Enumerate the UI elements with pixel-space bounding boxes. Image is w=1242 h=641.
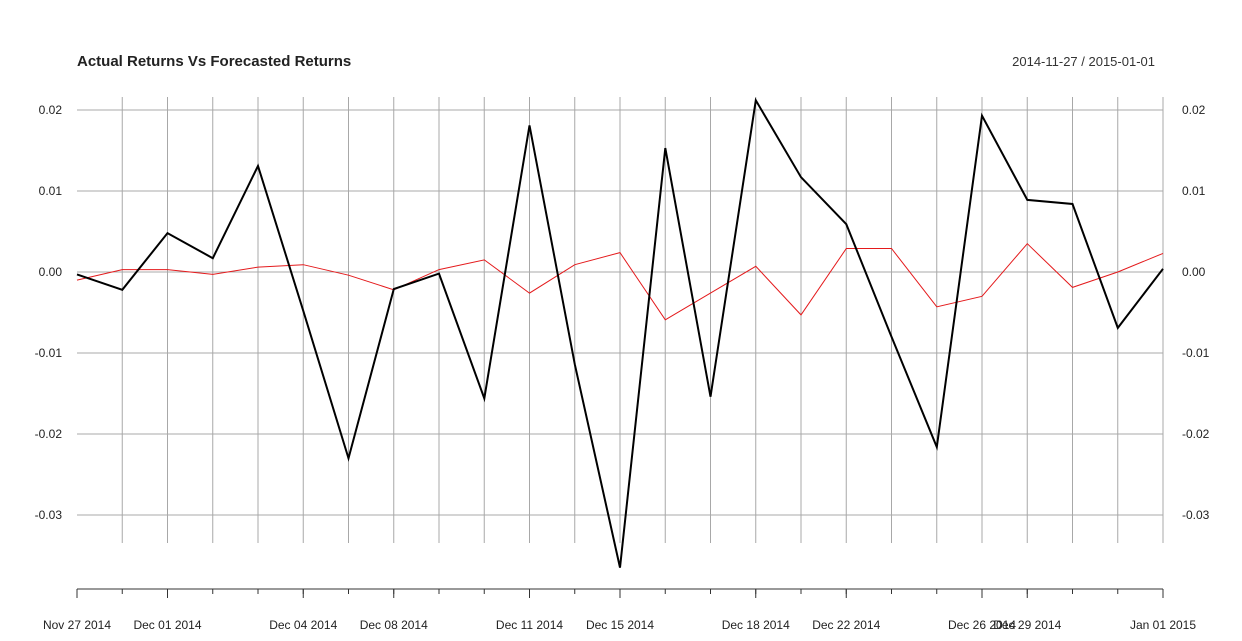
x-tick-label: Dec 18 2014 [722, 618, 790, 632]
x-tick-label: Dec 11 2014 [496, 618, 563, 632]
y-tick-label-left: -0.02 [35, 427, 63, 441]
y-axis-left: 0.02 0.01 0.00 -0.01 -0.02 -0.03 [35, 103, 63, 522]
x-tick-label: Dec 04 2014 [269, 618, 337, 632]
y-tick-label-left: 0.00 [39, 265, 63, 279]
x-tick-label: Nov 27 2014 [43, 618, 111, 632]
y-tick-label-right: 0.01 [1182, 184, 1206, 198]
x-tick-label: Jan 01 2015 [1130, 618, 1196, 632]
x-tick-label: Dec 22 2014 [812, 618, 880, 632]
y-axis-right: 0.02 0.01 0.00 -0.01 -0.02 -0.03 [1182, 103, 1210, 522]
y-tick-label-left: 0.02 [39, 103, 63, 117]
x-tick-label: Dec 08 2014 [360, 618, 428, 632]
y-tick-label-left: -0.01 [35, 346, 63, 360]
x-tick-label: Dec 01 2014 [133, 618, 201, 632]
x-tick-label: Dec 15 2014 [586, 618, 654, 632]
gridlines [77, 97, 1164, 543]
y-tick-label-right: -0.01 [1182, 346, 1210, 360]
x-axis: Nov 27 2014 Dec 01 2014 Dec 04 2014 Dec 08 … [43, 588, 1196, 632]
series-lines [76, 97, 1164, 568]
forecast-returns-line [76, 242, 1164, 321]
y-tick-label-right: -0.02 [1182, 427, 1210, 441]
y-tick-label-left: 0.01 [39, 184, 63, 198]
y-tick-label-right: -0.03 [1182, 508, 1210, 522]
x-tick-label: Dec 26 2014 [948, 618, 1016, 632]
date-range-label: 2014-11-27 / 2015-01-01 [1012, 54, 1155, 69]
y-tick-label-left: -0.03 [35, 508, 63, 522]
y-tick-label-right: 0.02 [1182, 103, 1206, 117]
chart-title: Actual Returns Vs Forecasted Returns [77, 53, 351, 70]
x-tick-label: Dec 29 2014 [993, 618, 1061, 632]
actual-returns-line [76, 97, 1164, 568]
y-tick-label-right: 0.00 [1182, 265, 1206, 279]
